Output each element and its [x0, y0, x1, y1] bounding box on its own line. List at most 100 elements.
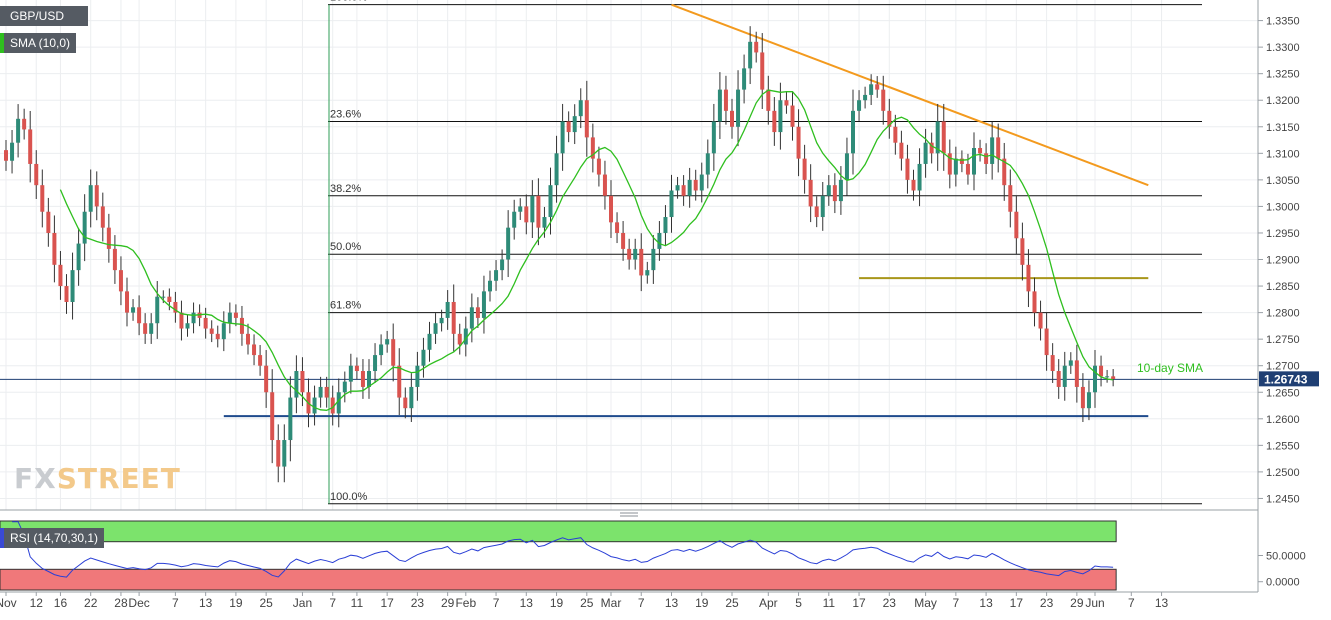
candle-up — [844, 153, 849, 180]
symbol-badge[interactable]: GBP/USD — [0, 6, 89, 26]
candle-up — [699, 174, 704, 191]
x-tick-label: 7 — [638, 596, 645, 610]
y-tick-label: 1.3000 — [1266, 201, 1300, 213]
candle-up — [554, 153, 559, 186]
current-price-value: 1.26743 — [1264, 372, 1308, 386]
candle-down — [40, 185, 45, 212]
x-tick-label: 23 — [411, 596, 425, 610]
candle-up — [542, 217, 547, 228]
x-tick-label: Dec — [128, 596, 149, 610]
candle-down — [524, 206, 529, 223]
candle-down — [143, 323, 148, 334]
candle-up — [857, 100, 862, 111]
candle-down — [796, 126, 801, 159]
candle-up — [82, 211, 87, 244]
candle-down — [984, 153, 989, 164]
candle-down — [22, 118, 27, 130]
candle-down — [1074, 360, 1079, 387]
sma-indicator-badge[interactable]: SMA (10,0) — [0, 33, 77, 53]
candle-up — [76, 243, 81, 271]
panel-splitter-handle[interactable] — [620, 512, 638, 517]
candle-down — [978, 148, 983, 154]
y-tick-label: 1.3300 — [1266, 42, 1300, 54]
candle-up — [367, 371, 371, 387]
candle-down — [451, 301, 456, 334]
candle-down — [179, 312, 184, 329]
x-tick-label: 11 — [823, 596, 836, 610]
candle-up — [221, 323, 226, 340]
candle-down — [941, 121, 946, 154]
candle-up — [155, 296, 160, 324]
x-tick-label: 28 — [114, 596, 128, 610]
candle-down — [881, 89, 886, 111]
candle-down — [1020, 238, 1025, 265]
x-tick-label: 13 — [665, 596, 679, 610]
x-tick-label: 17 — [1010, 596, 1024, 610]
y-tick-label: 1.2900 — [1266, 255, 1300, 267]
candle-up — [572, 116, 577, 133]
candle-up — [488, 280, 492, 292]
candle-down — [802, 158, 807, 180]
candle-down — [814, 206, 819, 218]
candle-up — [935, 121, 940, 154]
x-tick-label: May — [914, 596, 937, 610]
candle-down — [784, 100, 789, 106]
rsi-tick-label: 50.0000 — [1266, 551, 1306, 563]
candle-down — [112, 248, 117, 271]
x-tick-label: 7 — [953, 596, 960, 610]
candle-up — [687, 179, 692, 196]
candle-down — [233, 312, 238, 318]
candle-down — [808, 179, 813, 207]
candle-up — [917, 163, 922, 191]
candle-up — [227, 312, 232, 324]
candle-up — [463, 328, 468, 345]
candle-up — [736, 89, 741, 127]
symbol-label: GBP/USD — [10, 9, 65, 23]
candle-up — [651, 248, 656, 271]
y-tick-label: 1.3250 — [1266, 69, 1300, 81]
candle-down — [627, 248, 632, 260]
candle-down — [905, 158, 910, 180]
fib-level-label: 38.2% — [330, 183, 361, 195]
candle-up — [445, 301, 450, 318]
fib-level-label: 61.8% — [330, 300, 361, 312]
rsi-overbought-zone — [0, 520, 1117, 543]
candle-up — [427, 333, 432, 350]
candle-down — [252, 344, 257, 356]
candle-down — [215, 333, 220, 340]
candle-down — [965, 163, 970, 175]
candle-down — [167, 296, 172, 302]
candle-down — [330, 397, 335, 414]
candle-up — [294, 371, 299, 398]
candle-down — [693, 179, 698, 191]
candle-up — [530, 195, 535, 223]
candle-up — [663, 217, 668, 233]
x-tick-label: 13 — [199, 596, 213, 610]
candle-up — [560, 121, 565, 154]
x-tick-label: 7 — [1128, 596, 1135, 610]
sma-line — [59, 89, 1114, 411]
candle-down — [1002, 158, 1007, 186]
candle-up — [778, 100, 783, 133]
candle-down — [1038, 312, 1043, 329]
y-tick-label: 1.2650 — [1266, 387, 1300, 399]
candle-down — [324, 386, 329, 398]
candle-up — [16, 118, 21, 143]
candle-down — [391, 339, 396, 366]
sma-indicator-label: SMA (10,0) — [10, 36, 71, 50]
x-tick-label: 5 — [795, 596, 802, 610]
candle-up — [742, 68, 747, 90]
candle-down — [397, 365, 402, 398]
candle-up — [10, 142, 15, 161]
candle-up — [863, 94, 868, 101]
candle-up — [421, 349, 426, 366]
rsi-indicator-badge[interactable]: RSI (14,70,30,1) — [0, 528, 105, 548]
candle-up — [415, 365, 420, 387]
candle-up — [675, 185, 680, 191]
candle-down — [246, 333, 250, 345]
candle-down — [760, 52, 765, 90]
candle-down — [28, 129, 33, 164]
candle-down — [360, 371, 365, 387]
candle-down — [1050, 355, 1055, 372]
candle-up — [373, 355, 378, 372]
